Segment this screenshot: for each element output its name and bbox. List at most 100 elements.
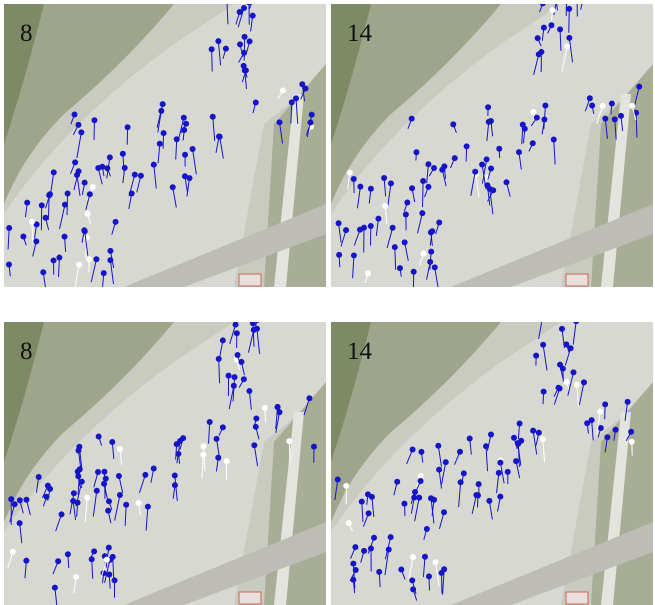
person-dot: [106, 545, 112, 551]
trajectory: [289, 441, 290, 462]
person-dot: [530, 109, 536, 115]
person-dot: [231, 383, 237, 389]
person-dot: [404, 200, 410, 206]
person-dot: [280, 87, 286, 93]
person-dot: [62, 202, 68, 208]
person-dot: [540, 342, 546, 348]
person-dot: [426, 573, 432, 579]
person-dot: [397, 265, 403, 271]
person-dot: [464, 143, 470, 149]
person-dot: [612, 116, 618, 122]
person-dot: [432, 264, 438, 270]
person-dot: [116, 473, 122, 479]
person-dot: [581, 379, 587, 385]
person-dot: [418, 449, 424, 455]
person-dot: [39, 202, 45, 208]
person-dot: [91, 548, 97, 554]
person-dot: [539, 315, 545, 321]
person-dot: [574, 0, 580, 1]
person-dot: [107, 154, 113, 160]
person-dot: [95, 469, 101, 475]
person-dot: [183, 121, 189, 127]
person-dot: [90, 184, 96, 190]
person-dot: [106, 572, 112, 578]
person-dot: [557, 26, 563, 32]
person-dot: [574, 382, 580, 388]
person-dot: [613, 427, 619, 433]
person-dot: [441, 163, 447, 169]
person-dot: [160, 101, 166, 107]
person-dot: [71, 490, 77, 496]
person-dot: [110, 554, 116, 560]
person-dot: [538, 49, 544, 55]
person-dot: [84, 495, 90, 501]
person-dot: [636, 84, 642, 90]
person-dot: [94, 488, 100, 494]
person-dot: [376, 569, 382, 575]
person-dot: [181, 115, 187, 121]
person-dot: [113, 219, 119, 225]
person-dot: [382, 203, 388, 209]
person-dot: [598, 425, 604, 431]
person-dot: [214, 436, 220, 442]
person-dot: [542, 102, 548, 108]
person-dot: [17, 497, 23, 503]
person-dot: [117, 446, 123, 452]
person-dot: [503, 179, 509, 185]
person-dot: [513, 458, 519, 464]
person-dot: [172, 482, 178, 488]
person-dot: [286, 438, 292, 444]
person-dot: [238, 359, 244, 365]
person-dot: [629, 439, 635, 445]
person-dot: [431, 165, 437, 171]
person-dot: [82, 180, 88, 186]
person-dot: [36, 474, 42, 480]
person-dot: [551, 136, 557, 142]
person-dot: [253, 424, 259, 430]
person-dot: [47, 486, 53, 492]
person-dot: [217, 134, 223, 140]
person-dot: [170, 184, 176, 190]
person-dot: [125, 124, 131, 130]
person-dot: [485, 104, 491, 110]
vehicle: [566, 592, 588, 604]
person-dot: [224, 0, 230, 3]
person-dot: [628, 429, 634, 435]
person-dot: [388, 180, 394, 186]
person-dot: [145, 504, 151, 510]
person-dot: [368, 186, 374, 192]
person-dot: [600, 103, 606, 109]
person-dot: [224, 458, 230, 464]
person-dot: [186, 175, 192, 181]
person-dot: [220, 424, 226, 430]
person-dot: [250, 13, 256, 19]
person-dot: [275, 404, 281, 410]
person-dot: [549, 7, 555, 13]
person-dot: [107, 248, 113, 254]
person-dot: [564, 43, 570, 49]
person-dot: [350, 577, 356, 583]
person-dot: [104, 557, 110, 563]
aerial-panel: 14: [331, 315, 653, 605]
person-dot: [95, 165, 101, 171]
person-dot: [120, 151, 126, 157]
person-dot: [488, 165, 494, 171]
person-dot: [497, 460, 503, 466]
person-dot: [587, 95, 593, 101]
person-dot: [488, 431, 494, 437]
person-dot: [413, 149, 419, 155]
person-dot: [157, 141, 163, 147]
person-dot: [200, 443, 206, 449]
person-dot: [247, 38, 253, 44]
person-dot: [554, 0, 560, 3]
person-dot: [416, 495, 422, 501]
aerial-panel: 14: [331, 0, 653, 292]
person-dot: [604, 434, 610, 440]
person-dot: [55, 558, 61, 564]
person-dot: [262, 405, 268, 411]
person-dot: [207, 419, 213, 425]
person-dot: [548, 22, 554, 28]
person-dot: [242, 34, 248, 40]
person-dot: [484, 156, 490, 162]
person-dot: [246, 388, 252, 394]
